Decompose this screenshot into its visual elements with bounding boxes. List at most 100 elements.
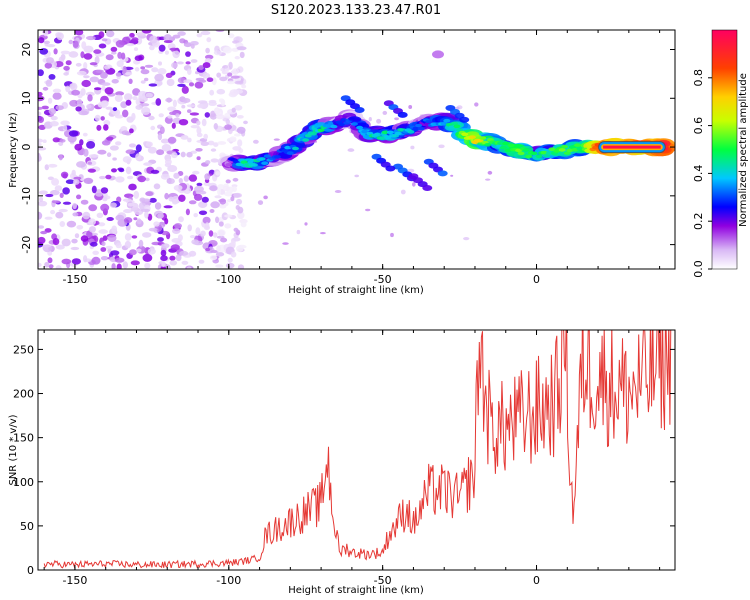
heatmap-cell — [185, 61, 191, 65]
heatmap-cell — [209, 255, 218, 261]
heatmap-cell — [233, 227, 239, 232]
heatmap-cell — [111, 79, 119, 84]
heatmap-cell — [232, 177, 239, 182]
heatmap-cell — [115, 214, 125, 221]
heatmap-cell — [88, 218, 96, 226]
heatmap-cell — [56, 32, 64, 41]
heatmap-cell — [479, 136, 487, 140]
heatmap-cell — [78, 110, 89, 116]
heatmap-cell — [193, 193, 203, 201]
heatmap-cell — [60, 50, 71, 55]
heatmap-cell — [175, 113, 180, 118]
heatmap-cell — [138, 239, 144, 248]
heatmap-cell — [38, 262, 42, 268]
heatmap-cell — [38, 124, 46, 130]
heatmap-cell — [194, 81, 204, 89]
heatmap-cell — [459, 116, 470, 123]
heatmap-cell — [497, 141, 505, 145]
heatmap-cell — [200, 230, 206, 237]
heatmap-cell — [80, 235, 89, 242]
heatmap-cell — [169, 260, 178, 266]
heatmap-cell — [188, 82, 195, 87]
heatmap-cell — [131, 112, 136, 121]
heatmap-cell — [101, 140, 111, 146]
heatmap-cell — [101, 82, 111, 86]
heatmap-cell — [302, 138, 310, 142]
heatmap-cell — [123, 217, 133, 224]
heatmap-cell — [69, 83, 76, 89]
heatmap-cell — [224, 191, 234, 197]
heatmap-cell — [72, 212, 79, 217]
heatmap-cell — [122, 65, 127, 74]
heatmap-cell — [132, 96, 138, 101]
heatmap-cell — [180, 151, 186, 158]
heatmap-cell — [347, 148, 355, 152]
heatmap-cell — [422, 185, 433, 191]
heatmap-cell — [213, 142, 219, 148]
heatmap-cell — [150, 125, 156, 131]
heatmap-cell — [59, 192, 64, 198]
heatmap-cell — [153, 221, 160, 227]
heatmap-cell — [138, 90, 148, 99]
heatmap-cell — [91, 256, 101, 265]
y-tick-label: 150 — [13, 432, 34, 445]
heatmap-cell — [186, 104, 196, 108]
heatmap-cell — [468, 135, 476, 139]
heatmap-cell — [89, 76, 100, 83]
heatmap-cell — [235, 162, 243, 167]
heatmap-cell — [66, 220, 77, 228]
heatmap-cell — [195, 148, 203, 152]
heatmap-cell — [144, 64, 154, 68]
heatmap-cell — [86, 141, 96, 149]
heatmap-cell — [104, 87, 114, 95]
heatmap-cell — [187, 68, 192, 75]
colorbar-label: Normalized spectral amplitude — [738, 73, 749, 227]
heatmap-cell — [206, 77, 214, 82]
heatmap-cell — [83, 53, 93, 60]
heatmap-cell — [38, 200, 48, 207]
heatmap-cell — [165, 72, 173, 78]
heatmap-cell — [173, 184, 183, 191]
heatmap-cell — [172, 34, 181, 39]
heatmap-cell — [163, 40, 173, 44]
heatmap-cell — [330, 124, 338, 129]
heatmap-cell — [101, 85, 106, 91]
heatmap-cell — [235, 198, 243, 205]
heatmap-cell — [525, 154, 533, 159]
heatmap-cell — [127, 175, 134, 180]
heatmap-cell — [340, 118, 348, 122]
heatmap-cell — [62, 187, 70, 195]
heatmap-cell — [218, 221, 224, 227]
heatmap-cell — [250, 163, 258, 167]
heatmap-cell — [38, 106, 44, 110]
heatmap-cell — [603, 145, 661, 149]
heatmap-cell — [196, 132, 203, 138]
heatmap-cell — [116, 60, 124, 68]
heatmap-cell — [202, 72, 211, 79]
heatmap-cell — [59, 221, 66, 227]
heatmap-cell — [140, 103, 150, 107]
heatmap-cell — [88, 204, 98, 212]
heatmap-cell — [107, 234, 117, 242]
heatmap-cell — [48, 74, 56, 80]
heatmap-cell — [141, 30, 152, 34]
x-tick-label: 0 — [533, 574, 540, 587]
heatmap-cell — [196, 120, 201, 126]
heatmap-cell — [209, 185, 218, 192]
heatmap-cell — [71, 169, 76, 176]
heatmap-cell — [437, 170, 448, 177]
heatmap-cell — [263, 195, 268, 200]
heatmap-cell — [213, 50, 222, 56]
snr-frame — [37, 329, 676, 571]
heatmap-cell — [71, 89, 80, 96]
heatmap-cell — [177, 31, 186, 36]
heatmap-cell — [63, 72, 69, 76]
x-tick-label: -100 — [216, 273, 241, 286]
heatmap-cell — [49, 121, 59, 127]
heatmap-cell — [177, 234, 183, 242]
heatmap-cell — [237, 211, 245, 220]
x-tick-label: 0 — [533, 273, 540, 286]
heatmap-cell — [183, 79, 193, 84]
heatmap-cell — [50, 209, 56, 215]
heatmap-cell — [172, 99, 177, 108]
